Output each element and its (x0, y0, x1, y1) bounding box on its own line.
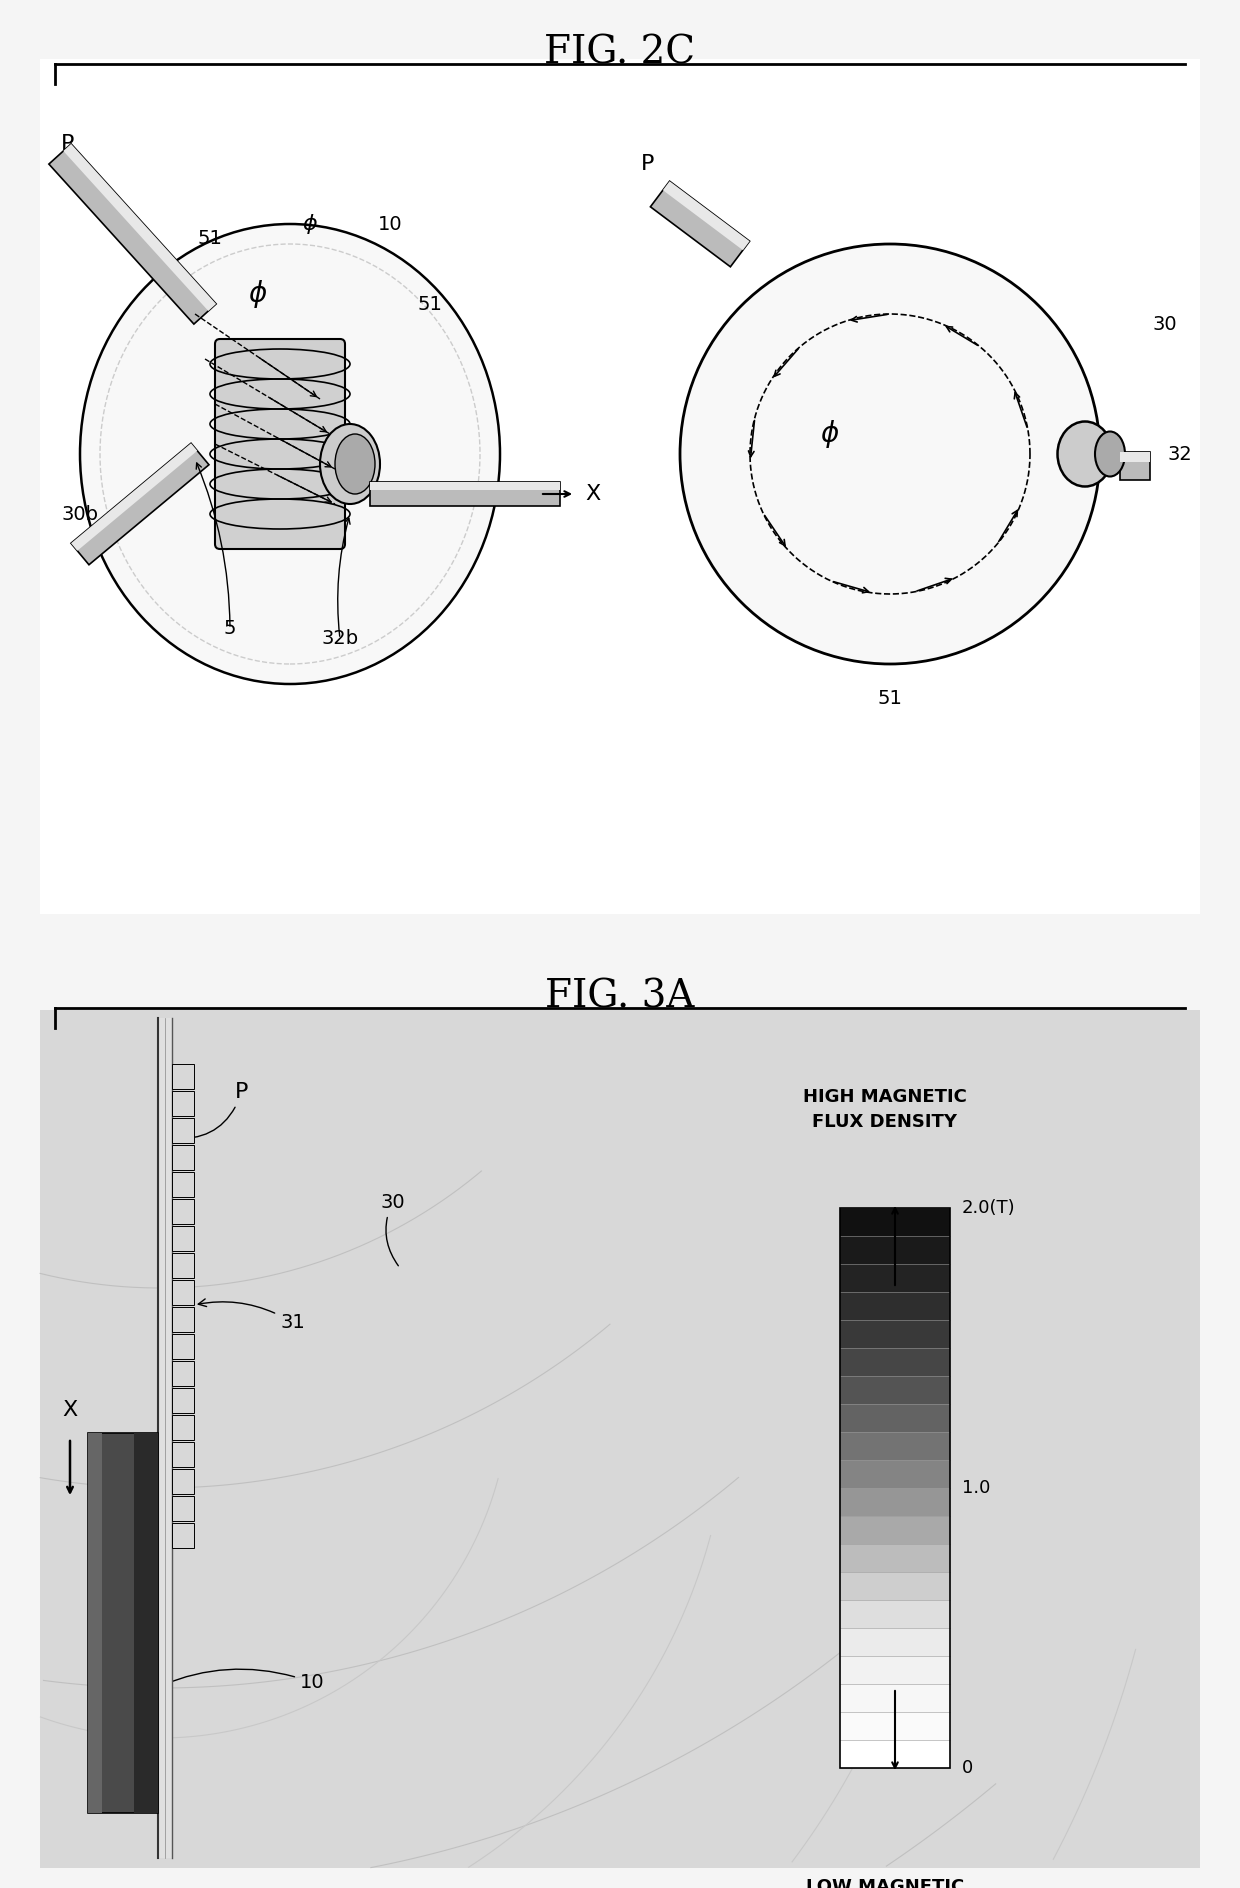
Bar (839, 1571, 950, 1599)
Bar (172, 1306, 193, 1333)
Text: $\phi$: $\phi$ (821, 417, 839, 449)
Text: 30: 30 (379, 1193, 404, 1265)
Bar (172, 1335, 193, 1359)
Bar (172, 1199, 193, 1223)
FancyBboxPatch shape (215, 340, 345, 549)
Bar (839, 1712, 950, 1741)
Polygon shape (63, 143, 216, 312)
Bar (839, 1263, 950, 1291)
Bar (172, 1280, 193, 1305)
Bar (157, 1018, 172, 1858)
Text: 51: 51 (418, 295, 443, 313)
Text: 31: 31 (198, 1299, 305, 1333)
Polygon shape (71, 444, 197, 551)
Text: X: X (585, 483, 600, 504)
Bar (172, 1524, 193, 1548)
Bar (172, 1442, 193, 1467)
Bar (839, 1684, 950, 1712)
Bar (172, 1388, 193, 1412)
Bar (839, 1208, 950, 1767)
Bar (839, 1488, 950, 1516)
Bar (172, 1469, 193, 1493)
Bar (839, 1544, 950, 1573)
Text: 1.0: 1.0 (962, 1478, 991, 1497)
Bar (839, 1599, 950, 1627)
Bar (172, 1065, 193, 1089)
Bar (172, 1144, 193, 1171)
Bar (172, 1254, 193, 1278)
Bar (839, 1627, 950, 1656)
Bar (839, 1431, 950, 1459)
Text: X: X (62, 1401, 78, 1420)
Bar (839, 1516, 950, 1544)
Polygon shape (1120, 451, 1149, 463)
Ellipse shape (320, 425, 379, 504)
Text: LOW MAGNETIC
FLUX DENSITY: LOW MAGNETIC FLUX DENSITY (806, 1879, 965, 1888)
Bar (88, 1433, 102, 1812)
Bar (839, 1403, 950, 1431)
Circle shape (680, 244, 1100, 665)
Text: 32b: 32b (321, 629, 358, 648)
Bar (839, 1739, 950, 1767)
Bar (839, 1376, 950, 1405)
Bar (172, 1172, 193, 1197)
Text: FIG. 3A: FIG. 3A (546, 978, 694, 1016)
Text: 32: 32 (1168, 444, 1193, 463)
Bar (88, 1433, 157, 1812)
Bar (839, 1348, 950, 1376)
Bar (839, 1320, 950, 1348)
Bar (172, 1361, 193, 1386)
Bar (134, 1433, 157, 1812)
Text: HIGH MAGNETIC
FLUX DENSITY: HIGH MAGNETIC FLUX DENSITY (804, 1087, 967, 1131)
Text: 51: 51 (878, 689, 903, 708)
Ellipse shape (1095, 432, 1125, 476)
Bar (839, 1459, 950, 1488)
Bar (172, 1414, 193, 1441)
Polygon shape (71, 444, 210, 565)
Text: P: P (61, 134, 74, 155)
Text: 10: 10 (162, 1669, 325, 1692)
Polygon shape (1120, 451, 1149, 480)
Text: 0: 0 (962, 1760, 973, 1777)
Polygon shape (370, 481, 560, 491)
Text: 30b: 30b (62, 504, 98, 523)
Bar (172, 1118, 193, 1142)
Text: 10: 10 (378, 215, 402, 234)
Text: P: P (641, 155, 655, 174)
Bar (839, 1291, 950, 1320)
Text: 30: 30 (1153, 315, 1177, 334)
Polygon shape (651, 181, 750, 266)
Text: FIG. 2C: FIG. 2C (544, 34, 696, 72)
Text: 2.0(T): 2.0(T) (962, 1199, 1016, 1218)
Bar (172, 1225, 193, 1252)
Ellipse shape (335, 434, 374, 495)
Ellipse shape (81, 225, 500, 683)
Polygon shape (48, 143, 216, 325)
Text: P: P (172, 1082, 248, 1138)
Bar (839, 1656, 950, 1684)
Bar (839, 1208, 950, 1237)
Ellipse shape (1058, 421, 1112, 487)
Text: $\phi$: $\phi$ (303, 211, 317, 236)
Polygon shape (370, 481, 560, 506)
Text: $\phi$: $\phi$ (248, 278, 268, 310)
Polygon shape (663, 181, 750, 249)
Bar (172, 1495, 193, 1522)
Text: 5: 5 (223, 619, 237, 638)
Bar (839, 1235, 950, 1263)
Text: 51: 51 (197, 230, 222, 249)
Bar (172, 1091, 193, 1116)
